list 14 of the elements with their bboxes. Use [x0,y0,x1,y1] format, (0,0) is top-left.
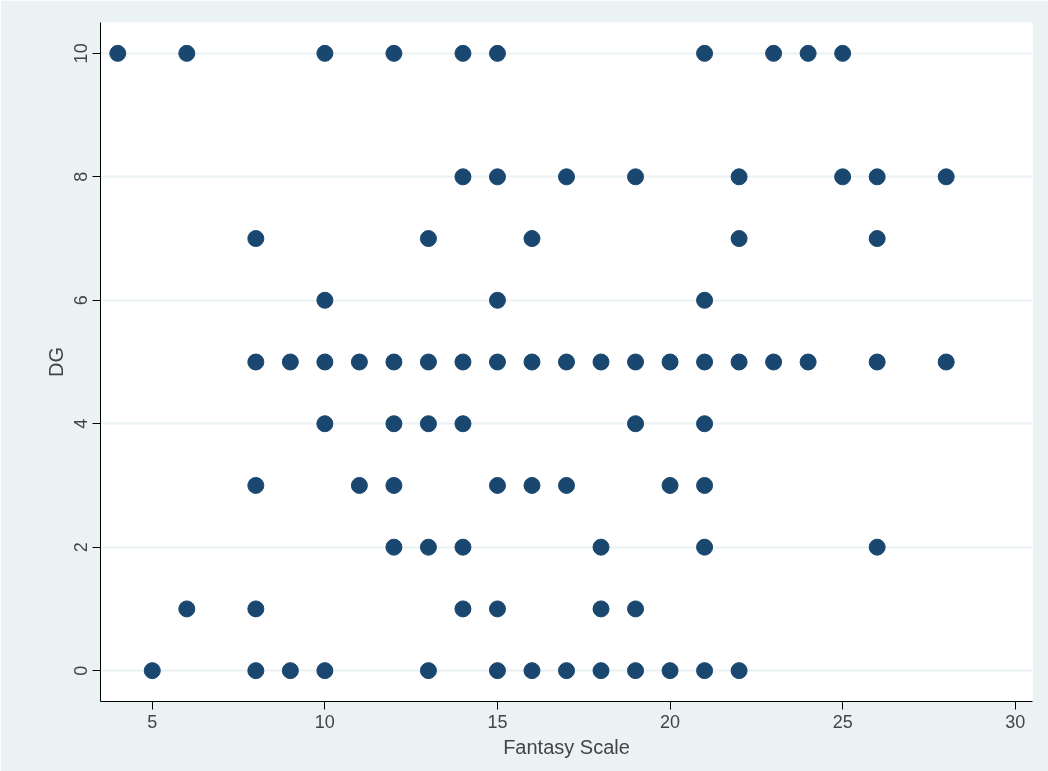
x-tick-label: 25 [832,711,853,732]
x-tick-label: 20 [660,711,681,732]
y-tick-label: 2 [71,542,92,553]
y-tick-label: 10 [71,43,92,64]
x-tick-label: 10 [314,711,335,732]
y-tick-label: 6 [71,295,92,306]
x-tick-label: 15 [487,711,508,732]
y-tick-label: 0 [71,665,92,676]
x-axis-title: Fantasy Scale [503,735,630,758]
x-tick-label: 30 [1005,711,1026,732]
y-tick-label: 8 [71,171,92,182]
y-tick-label: 4 [71,418,92,429]
x-tick-label: 5 [147,711,158,732]
y-axis-title: DG [44,347,67,377]
